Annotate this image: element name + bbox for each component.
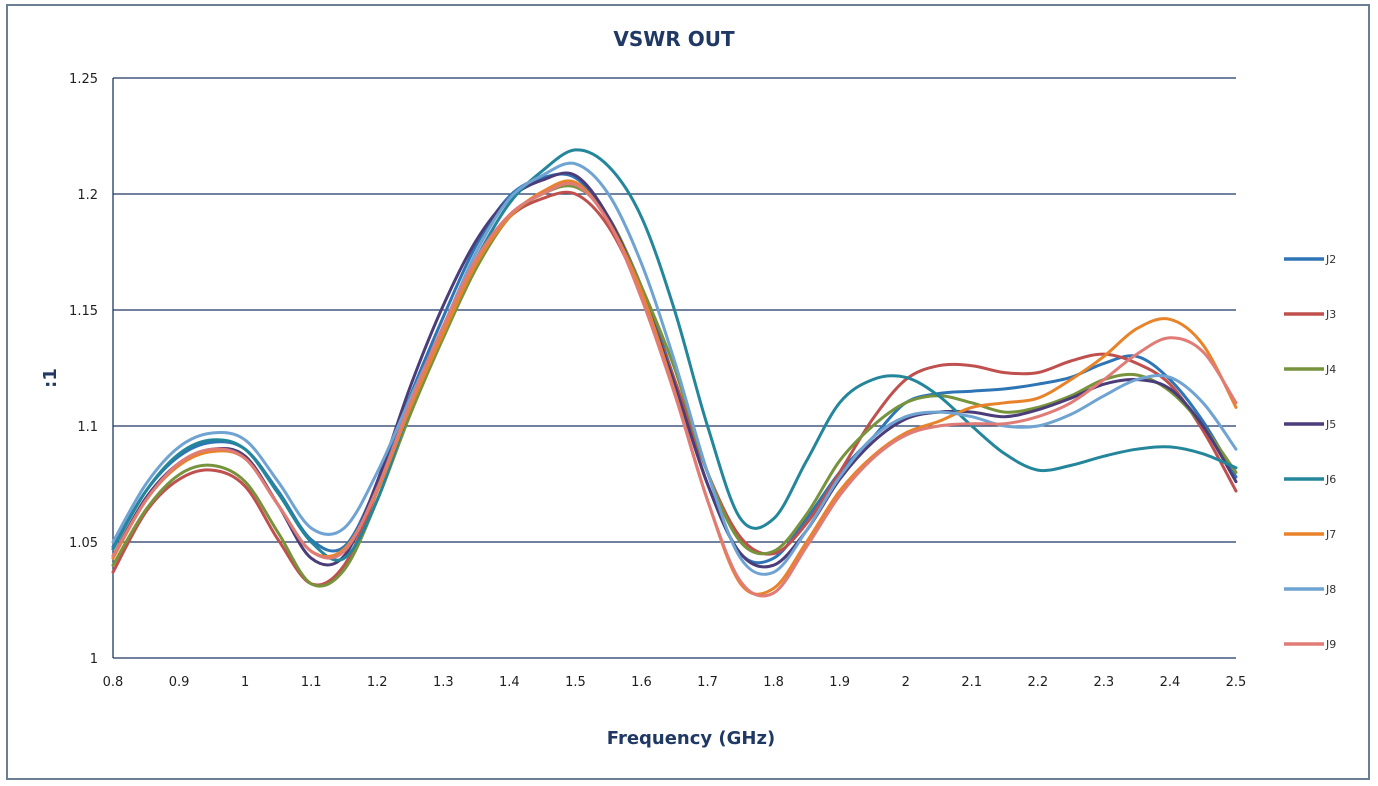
series-line-j8 bbox=[111, 161, 1238, 576]
x-tick-label: 2 bbox=[902, 675, 910, 690]
legend-label-j8: J8 bbox=[1325, 583, 1336, 596]
x-tick-label: 2.1 bbox=[961, 675, 982, 690]
legend-label-j6: J6 bbox=[1325, 473, 1336, 486]
series-line-j9 bbox=[111, 182, 1238, 598]
x-tick-label: 1.7 bbox=[697, 675, 718, 690]
x-tick-label: 2.4 bbox=[1160, 675, 1181, 690]
x-tick-label: 1.9 bbox=[829, 675, 850, 690]
x-tick-label: 1.6 bbox=[631, 675, 652, 690]
x-axis-label: Frequency (GHz) bbox=[607, 728, 775, 749]
legend-label-j4: J4 bbox=[1325, 363, 1336, 376]
x-tick-label: 1.4 bbox=[499, 675, 520, 690]
x-tick-label: 1.2 bbox=[367, 675, 388, 690]
series-lines bbox=[111, 148, 1238, 598]
legend-label-j9: J9 bbox=[1325, 638, 1336, 651]
x-tick-label: 0.8 bbox=[103, 675, 124, 690]
x-tick-label: 0.9 bbox=[169, 675, 190, 690]
x-tick-label: 1.5 bbox=[565, 675, 586, 690]
x-tick-label: 2.5 bbox=[1226, 675, 1247, 690]
x-tick-label: 2.3 bbox=[1094, 675, 1115, 690]
y-tick-label: 1.05 bbox=[69, 536, 98, 551]
y-tick-label: 1.25 bbox=[69, 72, 98, 87]
series-line-j4 bbox=[111, 184, 1238, 588]
y-tick-label: 1.15 bbox=[69, 304, 98, 319]
legend-label-j5: J5 bbox=[1325, 418, 1336, 431]
legend: J2 J3 J4 J5 J6 J7 J8 J9 bbox=[1284, 253, 1336, 651]
legend-label-j2: J2 bbox=[1325, 253, 1336, 266]
x-tick-label: 1 bbox=[241, 675, 249, 690]
vswr-line-chart: 1 1.05 1.1 1.15 1.2 1.25 0.8 0.9 1 1.1 1.2 1.3 1.4 1… bbox=[40, 27, 1336, 749]
chart-title: VSWR OUT bbox=[613, 27, 735, 51]
series-line-j6 bbox=[111, 148, 1238, 562]
x-tick-label: 1.1 bbox=[301, 675, 322, 690]
y-tick-label: 1 bbox=[90, 652, 98, 667]
x-axis-ticks: 0.8 0.9 1 1.1 1.2 1.3 1.4 1.5 1.6 1.7 1.8 1.9 2 2.1 2.… bbox=[103, 675, 1247, 690]
series-line-j7 bbox=[111, 179, 1238, 596]
y-axis-ticks: 1 1.05 1.1 1.15 1.2 1.25 bbox=[69, 72, 98, 667]
y-axis-label: :1 bbox=[40, 368, 61, 388]
y-tick-label: 1.2 bbox=[77, 188, 98, 203]
legend-label-j7: J7 bbox=[1325, 528, 1336, 541]
chart-frame: 1 1.05 1.1 1.15 1.2 1.25 0.8 0.9 1 1.1 1.2 1.3 1.4 1… bbox=[6, 4, 1370, 780]
x-tick-label: 1.3 bbox=[433, 675, 454, 690]
y-tick-label: 1.1 bbox=[77, 420, 98, 435]
x-tick-label: 1.8 bbox=[763, 675, 784, 690]
legend-label-j3: J3 bbox=[1325, 308, 1336, 321]
x-tick-label: 2.2 bbox=[1027, 675, 1048, 690]
